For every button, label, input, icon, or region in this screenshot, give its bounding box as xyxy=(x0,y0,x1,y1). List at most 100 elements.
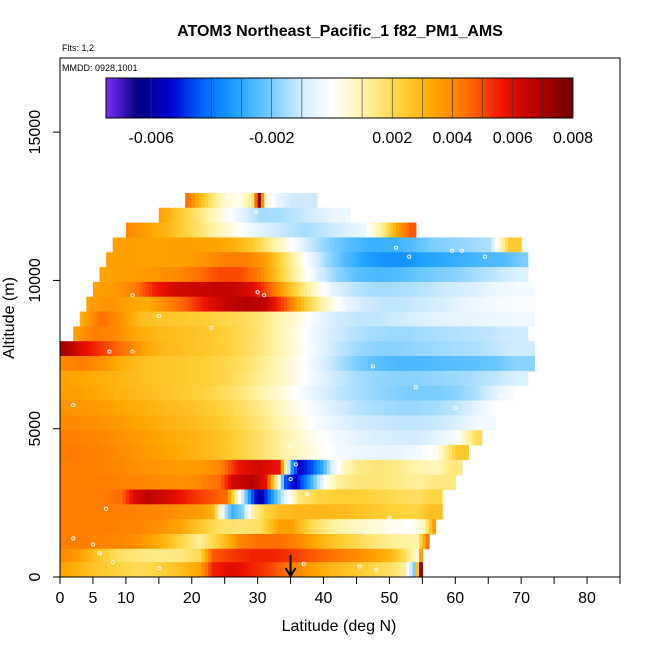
heatmap-cell xyxy=(221,207,226,223)
heatmap-cell xyxy=(106,341,111,357)
heatmap-cell xyxy=(323,504,328,520)
heatmap-cell xyxy=(359,267,364,283)
heatmap-cell xyxy=(254,237,259,253)
heatmap-cell xyxy=(198,341,203,357)
heatmap-cell xyxy=(356,281,361,298)
heatmap-cell xyxy=(511,341,516,357)
heatmap-cell xyxy=(109,267,114,283)
heatmap-cell xyxy=(455,296,460,312)
heatmap-cell xyxy=(280,445,285,461)
heatmap-cell xyxy=(231,489,236,505)
heatmap-cell xyxy=(122,489,127,505)
heatmap-cell xyxy=(481,356,486,372)
heatmap-cell xyxy=(386,281,391,298)
heatmap-cell xyxy=(181,207,186,223)
heatmap-cell xyxy=(363,326,367,342)
heatmap-cell xyxy=(152,519,157,535)
heatmap-cell xyxy=(145,370,150,387)
heatmap-cell xyxy=(264,548,269,565)
heatmap-cell xyxy=(99,562,104,577)
heatmap-cell xyxy=(96,562,101,577)
heatmap-cell xyxy=(181,534,186,550)
heatmap-cell xyxy=(201,370,206,387)
heatmap-cell xyxy=(211,370,216,387)
heatmap-cell xyxy=(316,370,321,387)
heatmap-cell xyxy=(488,415,493,431)
heatmap-cell xyxy=(287,326,292,342)
heatmap-cell xyxy=(172,534,176,550)
heatmap-cell xyxy=(290,415,295,431)
heatmap-cell xyxy=(195,430,199,446)
heatmap-cell xyxy=(412,222,417,238)
heatmap-cell xyxy=(260,562,265,577)
heatmap-cell xyxy=(419,341,423,357)
heatmap-cell xyxy=(369,445,374,461)
heatmap-cell xyxy=(135,267,140,283)
heatmap-cell xyxy=(382,311,387,327)
heatmap-cell xyxy=(323,326,328,342)
heatmap-cell xyxy=(428,400,433,416)
heatmap-cell xyxy=(412,267,417,283)
heatmap-cell xyxy=(343,548,348,565)
heatmap-cell xyxy=(320,237,325,253)
heatmap-cell xyxy=(336,430,341,446)
heatmap-cell xyxy=(307,415,311,431)
heatmap-cell xyxy=(102,370,107,387)
heatmap-cell xyxy=(435,445,440,461)
heatmap-cell xyxy=(343,252,348,268)
heatmap-cell xyxy=(349,504,354,520)
heatmap-cell xyxy=(119,415,124,431)
heatmap-cell xyxy=(514,370,519,387)
heatmap-cell xyxy=(122,296,127,312)
heatmap-cell xyxy=(313,400,318,416)
sample-point xyxy=(288,444,293,449)
heatmap-cell xyxy=(165,534,170,550)
heatmap-cell xyxy=(241,519,246,535)
heatmap-cell xyxy=(517,281,522,298)
heatmap-cell xyxy=(116,415,120,431)
heatmap-cell xyxy=(349,445,354,461)
heatmap-cell xyxy=(201,222,206,238)
heatmap-cell xyxy=(102,296,107,312)
heatmap-cell xyxy=(372,548,377,565)
heatmap-cell xyxy=(158,311,163,327)
heatmap-cell xyxy=(419,489,423,505)
heatmap-cell xyxy=(60,534,64,550)
heatmap-cell xyxy=(231,281,236,298)
heatmap-cell xyxy=(386,534,391,550)
heatmap-cell xyxy=(468,430,473,446)
heatmap-cell xyxy=(152,489,157,505)
heatmap-cell xyxy=(224,459,229,476)
heatmap-cell xyxy=(188,474,193,490)
heatmap-cell xyxy=(442,341,447,357)
heatmap-cell xyxy=(428,341,433,357)
heatmap-cell xyxy=(172,341,176,357)
heatmap-cell xyxy=(185,459,190,476)
heatmap-cell xyxy=(310,459,315,476)
heatmap-cell xyxy=(89,341,94,357)
heatmap-cell xyxy=(172,311,176,327)
heatmap-cell xyxy=(79,445,84,461)
heatmap-cell xyxy=(438,341,443,357)
heatmap-cell xyxy=(300,385,305,401)
heatmap-cell xyxy=(402,474,407,490)
heatmap-cell xyxy=(83,415,87,431)
heatmap-cell xyxy=(76,459,81,476)
heatmap-cell xyxy=(241,356,246,372)
heatmap-cell xyxy=(178,474,183,490)
heatmap-cell xyxy=(445,445,450,461)
heatmap-cell xyxy=(468,370,473,387)
heatmap-cell xyxy=(119,252,124,268)
heatmap-cell xyxy=(297,326,302,342)
heatmap-cell xyxy=(343,415,348,431)
heatmap-cell xyxy=(419,562,423,577)
heatmap-cell xyxy=(218,370,223,387)
heatmap-cell xyxy=(237,207,242,223)
heatmap-cell xyxy=(191,534,196,550)
heatmap-cell xyxy=(409,459,414,476)
heatmap-cell xyxy=(491,415,496,431)
heatmap-cell xyxy=(129,267,134,283)
heatmap-cell xyxy=(241,222,246,238)
heatmap-cell xyxy=(346,504,351,520)
heatmap-cell xyxy=(356,534,361,550)
